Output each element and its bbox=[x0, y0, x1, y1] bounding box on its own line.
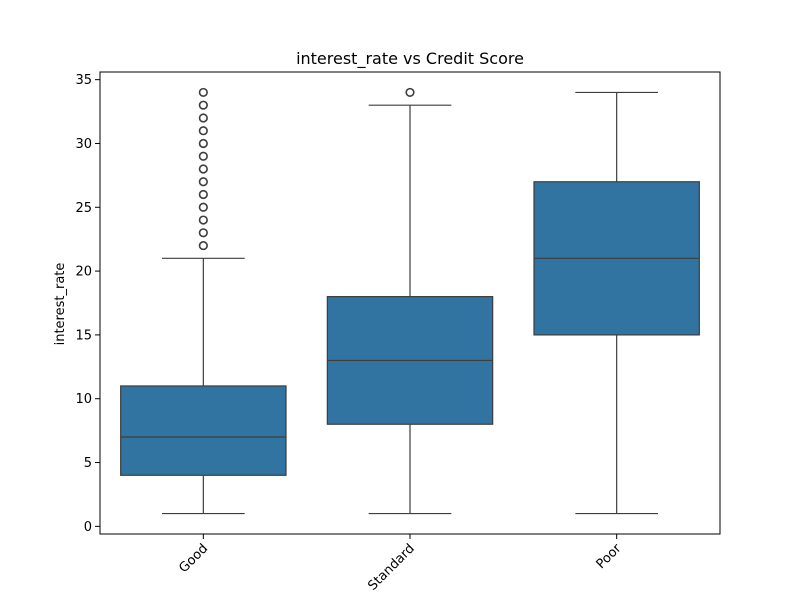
outlier-point bbox=[198, 151, 208, 161]
y-tick-label: 25 bbox=[75, 201, 92, 216]
box-iqr bbox=[120, 385, 287, 476]
outlier-point bbox=[198, 138, 208, 149]
y-tick-label: 35 bbox=[75, 73, 92, 88]
chart-title: interest_rate vs Credit Score bbox=[296, 49, 524, 69]
y-axis-label: interest_rate bbox=[53, 263, 68, 346]
outlier-point bbox=[198, 164, 208, 174]
outlier-point bbox=[198, 215, 208, 225]
outlier-point bbox=[198, 87, 208, 98]
outlier-point bbox=[198, 189, 208, 200]
outlier-point bbox=[198, 228, 208, 238]
outlier-point bbox=[198, 126, 208, 136]
outlier-point bbox=[198, 177, 208, 187]
y-tick-label: 0 bbox=[84, 520, 92, 535]
y-tick-label: 20 bbox=[75, 265, 92, 280]
outlier-point bbox=[198, 202, 208, 212]
y-tick-label: 5 bbox=[84, 456, 92, 471]
outlier-point bbox=[198, 113, 208, 123]
outlier-point bbox=[198, 240, 208, 251]
outlier-point bbox=[405, 87, 415, 98]
y-tick-label: 15 bbox=[75, 328, 92, 343]
plot-frame bbox=[99, 71, 721, 535]
y-tick-label: 30 bbox=[75, 137, 92, 152]
y-tick-label: 10 bbox=[75, 392, 92, 407]
outlier-point bbox=[198, 100, 208, 110]
